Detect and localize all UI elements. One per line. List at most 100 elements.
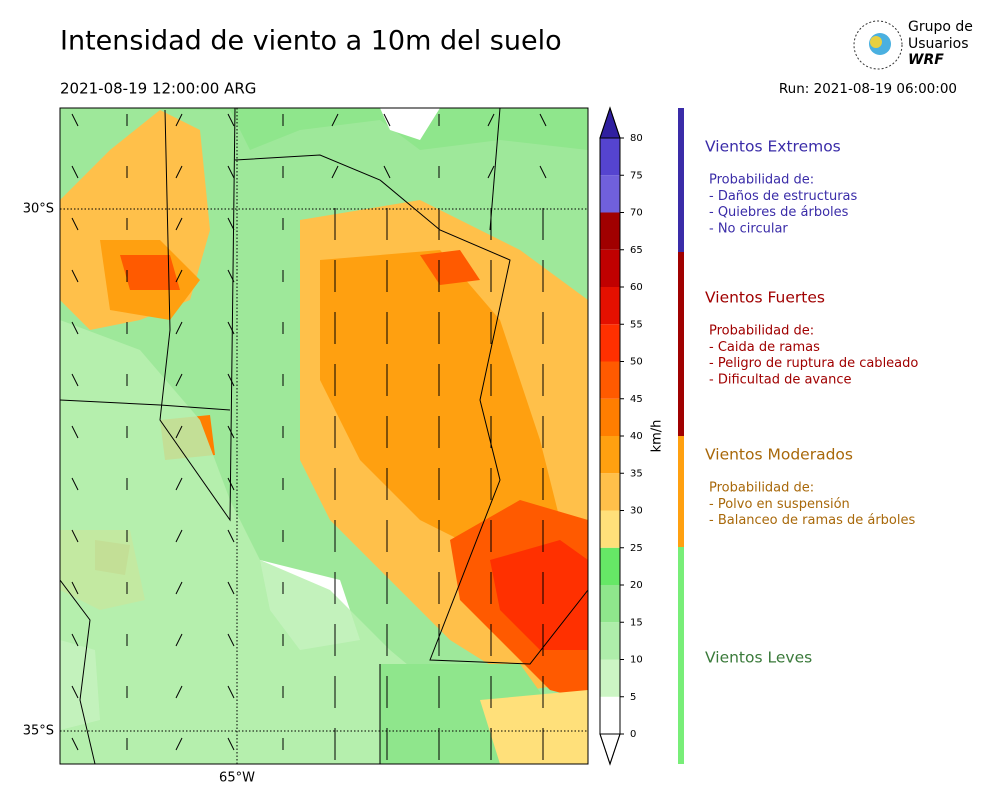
colorbar-segment — [600, 659, 620, 697]
lat-label: 30°S — [23, 202, 54, 217]
wind-arrow — [227, 633, 235, 647]
colorbar-tick-label: 10 — [630, 655, 643, 666]
colorbar-tick-label: 40 — [630, 431, 643, 442]
wind-arrow — [175, 373, 183, 387]
colorbar-segment — [600, 287, 620, 325]
wind-arrow — [71, 685, 79, 699]
legend-line: - Dificultad de avance — [709, 372, 851, 387]
wind-arrow — [71, 269, 79, 283]
wind-arrow — [175, 633, 183, 647]
colorbar-tick-label: 45 — [630, 394, 643, 405]
wind-arrow — [71, 425, 79, 439]
logo-text: Usuarios — [908, 36, 969, 52]
legend-line: Probabilidad de: — [709, 173, 814, 188]
colorbar-segment — [600, 249, 620, 287]
colorbar-tick-label: 30 — [630, 506, 643, 517]
valid-time: 2021-08-19 12:00:00 ARG — [60, 80, 256, 98]
wind-arrow — [71, 321, 79, 335]
wind-arrow — [175, 269, 183, 283]
colorbar-tick-label: 5 — [630, 692, 636, 703]
colorbar-tick-label: 55 — [630, 319, 643, 330]
logo-text: Grupo de — [908, 19, 973, 35]
wind-arrow — [71, 165, 79, 179]
wind-arrow — [227, 737, 235, 751]
graticule — [60, 108, 588, 764]
wind-arrow — [175, 477, 183, 491]
legend-line: - Polvo en suspensión — [709, 497, 850, 512]
wind-arrow — [71, 373, 79, 387]
legend-line: - No circular — [709, 221, 788, 236]
colorbar-segment — [600, 175, 620, 213]
lat-label: 35°S — [23, 724, 54, 739]
colorbar-segment — [600, 585, 620, 623]
wind-arrow — [227, 165, 235, 179]
legend-bar — [678, 252, 684, 436]
colorbar-tick-label: 75 — [630, 170, 643, 181]
colorbar-tick-label: 20 — [630, 580, 643, 591]
legend-bar — [678, 436, 684, 547]
wind-arrow — [71, 581, 79, 595]
wind-arrow — [175, 529, 183, 543]
colorbar-label: km/h — [650, 420, 665, 453]
legend-line: - Balanceo de ramas de árboles — [709, 513, 915, 528]
colorbar-segment — [600, 473, 620, 511]
wind-arrow — [539, 165, 547, 179]
legend-title: Vientos Extremos — [705, 138, 841, 156]
wind-arrow — [487, 113, 495, 127]
legend-title: Vientos Leves — [705, 649, 812, 667]
wind-arrow — [331, 165, 339, 179]
wind-arrow — [175, 217, 183, 231]
colorbar-segment — [600, 510, 620, 548]
lon-label: 65°W — [219, 771, 255, 786]
colorbar-segment — [600, 138, 620, 176]
colorbar-segment — [600, 324, 620, 362]
colorbar-tick-label: 35 — [630, 468, 643, 479]
wind-arrow — [175, 113, 183, 127]
wind-arrow — [71, 737, 79, 751]
legend-line: - Peligro de ruptura de cableado — [709, 356, 918, 371]
title: Intensidad de viento a 10m del suelo — [60, 26, 562, 57]
colorbar-segment — [600, 361, 620, 399]
colorbar-tick-label: 80 — [630, 133, 643, 144]
colorbar-tick-label: 25 — [630, 543, 643, 554]
wind-arrow — [227, 373, 235, 387]
map-frame — [59, 107, 589, 765]
colorbar-tick-label: 50 — [630, 357, 643, 368]
colorbar-segment — [600, 212, 620, 250]
colorbar-segment — [600, 398, 620, 436]
legend-bar — [678, 108, 684, 252]
colorbar-tick-label: 65 — [630, 245, 643, 256]
wind-arrow — [175, 685, 183, 699]
legend-bar — [678, 547, 684, 764]
logo: Grupo de Usuarios WRF — [853, 19, 973, 70]
run-time: Run: 2021-08-19 06:00:00 — [779, 81, 957, 97]
wind-arrow — [227, 685, 235, 699]
wind-arrow — [227, 477, 235, 491]
legend-title: Vientos Fuertes — [705, 289, 825, 307]
wind-arrow — [227, 217, 235, 231]
wind-arrow — [487, 165, 495, 179]
wind-arrow — [227, 269, 235, 283]
wind-arrow — [539, 113, 547, 127]
wind-arrow — [227, 581, 235, 595]
colorbar-segment — [600, 547, 620, 585]
wind-map — [60, 108, 588, 764]
wind-arrow — [227, 321, 235, 335]
wind-arrow — [175, 425, 183, 439]
wind-arrow — [227, 529, 235, 543]
colorbar-segment — [600, 696, 620, 734]
wind-arrow — [331, 113, 339, 127]
legend-line: - Caida de ramas — [709, 340, 820, 355]
colorbar-tick-label: 15 — [630, 617, 643, 628]
legend-line: - Daños de estructuras — [709, 189, 858, 204]
wind-arrow — [71, 633, 79, 647]
wind-arrow — [71, 477, 79, 491]
colorbar-tick-label: 60 — [630, 282, 643, 293]
wind-arrow — [227, 425, 235, 439]
logo-text: WRF — [908, 52, 944, 68]
colorbar-tick-label: 0 — [630, 729, 636, 740]
wind-arrow — [71, 217, 79, 231]
legend-line: Probabilidad de: — [709, 324, 814, 339]
wind-arrow — [175, 165, 183, 179]
